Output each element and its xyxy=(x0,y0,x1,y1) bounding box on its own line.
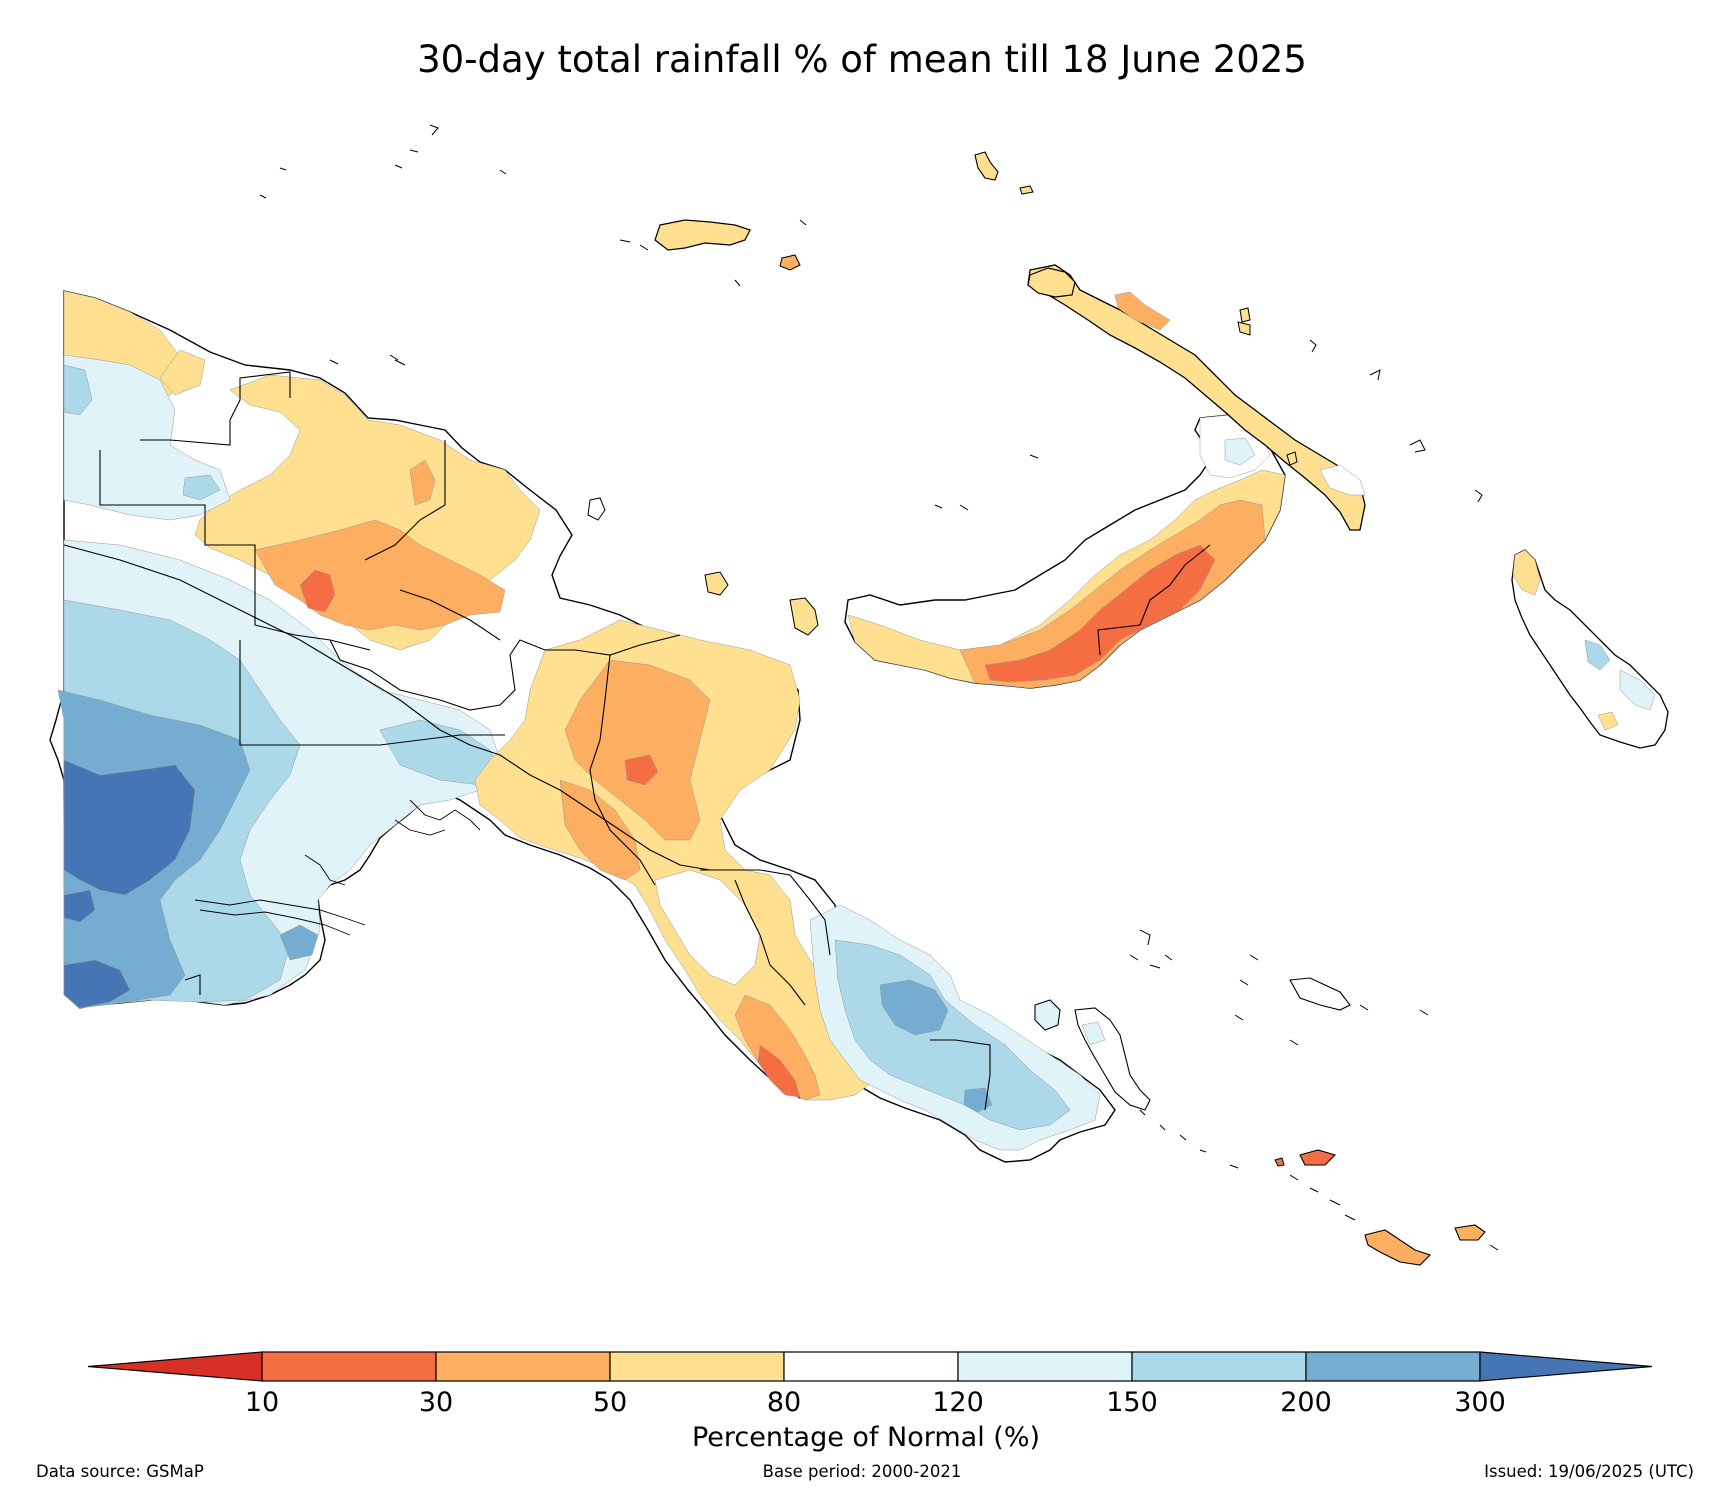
woodlark-west xyxy=(1299,1149,1337,1166)
region-30-50-central-south xyxy=(559,779,641,881)
region-30-50-north-spot xyxy=(409,459,436,506)
region-150-200-west-spot2 xyxy=(182,474,221,501)
colorbar-segment-150_200 xyxy=(1131,1351,1307,1382)
colorbar-segment-30_50 xyxy=(435,1351,611,1382)
colorbar-tick-label: 80 xyxy=(767,1387,801,1418)
sudest xyxy=(1364,1229,1432,1266)
dot-isle-7 xyxy=(329,354,406,366)
region-200-300-southeast xyxy=(879,979,949,1036)
region-300-southwest-south xyxy=(63,959,131,1009)
region-300-southwest xyxy=(63,759,196,896)
colorbar-extend-high xyxy=(1479,1351,1653,1382)
footer-issued: Issued: 19/06/2025 (UTC) xyxy=(1484,1462,1694,1481)
colorbar-tick-label: 120 xyxy=(932,1387,984,1418)
colorbar-segment-10_30 xyxy=(261,1351,437,1382)
colorbar-segment-200_300 xyxy=(1305,1351,1481,1382)
region-10-30-south xyxy=(757,1044,801,1098)
bougainville-50-80 xyxy=(1512,549,1541,596)
mussau-island xyxy=(974,151,999,181)
karkar xyxy=(587,497,606,521)
lihir xyxy=(1239,307,1251,323)
new-ireland xyxy=(1027,264,1366,531)
northern-islands xyxy=(259,124,1483,636)
calvados-2 xyxy=(1139,1109,1239,1169)
umboi xyxy=(789,597,819,636)
long-island xyxy=(704,571,729,596)
nb-120-150-tip xyxy=(1224,437,1256,466)
bougainville xyxy=(1511,549,1669,749)
region-300-spot xyxy=(63,889,96,923)
nissan xyxy=(1286,451,1298,466)
region-30-50-south xyxy=(734,994,821,1101)
amphlett xyxy=(1129,929,1173,969)
new-britain xyxy=(844,414,1286,689)
region-200-300-coast xyxy=(279,924,319,961)
colorbar-segments xyxy=(87,1351,1653,1382)
small-isles-east xyxy=(1234,954,1499,1251)
dot-isle-3 xyxy=(1474,489,1483,503)
region-50-80-coast xyxy=(159,349,206,396)
new-ireland-80-120 xyxy=(1319,464,1366,496)
footer-source: Data source: GSMaP xyxy=(36,1462,204,1481)
calvados-1 xyxy=(1289,1174,1356,1221)
goodenough xyxy=(1034,999,1061,1031)
nb-boundary xyxy=(1097,544,1211,656)
region-150-200-west-spot xyxy=(63,364,93,416)
misima xyxy=(1274,1157,1285,1167)
province-boundaries xyxy=(63,371,991,1111)
colorbar-tick-label: 30 xyxy=(419,1387,453,1418)
colorbar-segment-50_80 xyxy=(609,1351,785,1382)
rossel xyxy=(1454,1224,1486,1241)
colorbar-tick-label: 200 xyxy=(1280,1387,1332,1418)
bougainville-120-150 xyxy=(1619,669,1656,711)
colorbar-ticks: 10 30 50 80 120 150 200 300 xyxy=(245,1387,1506,1418)
region-10-30-north xyxy=(299,569,336,613)
colorbar-tick-label: 50 xyxy=(593,1387,627,1418)
manus-east xyxy=(779,254,801,271)
new-ireland-base xyxy=(1027,264,1366,531)
dot-isle-6 xyxy=(619,219,807,287)
nb-30-50 xyxy=(959,499,1266,689)
dot-isle-1 xyxy=(1309,339,1317,353)
colorbar-segment-80_120 xyxy=(783,1351,959,1382)
dot-isle-8 xyxy=(934,454,1039,511)
trobriand xyxy=(1289,977,1351,1011)
manus-island xyxy=(654,219,751,251)
colorbar-tick-label: 10 xyxy=(245,1387,279,1418)
region-30-50-central xyxy=(564,659,711,841)
new-ireland-30-50 xyxy=(1114,291,1171,331)
footer-base-period: Base period: 2000-2021 xyxy=(762,1462,962,1481)
bougainville-50-80-south xyxy=(1597,711,1619,731)
nb-10-30 xyxy=(984,544,1216,683)
new-hanover xyxy=(1027,267,1076,298)
dot-isle-4 xyxy=(1369,369,1381,381)
mainland xyxy=(49,290,1116,1163)
region-10-30-central xyxy=(624,754,659,786)
region-80-120-central-gap xyxy=(654,869,761,986)
emirau xyxy=(1019,185,1034,195)
milne-bay-islands xyxy=(1034,929,1499,1266)
dot-isle-5 xyxy=(259,124,507,199)
colorbar-tick-label: 150 xyxy=(1106,1387,1158,1418)
colorbar-extend-low xyxy=(87,1351,263,1382)
colorbar-label: Percentage of Normal (%) xyxy=(692,1422,1040,1453)
tabar xyxy=(1237,321,1251,336)
page-title: 30-day total rainfall % of mean till 18 … xyxy=(417,38,1307,81)
fergusson-120-150 xyxy=(1081,1021,1106,1046)
bougainville-150-200 xyxy=(1584,639,1611,671)
estuary-lines xyxy=(194,799,481,936)
dot-isle-2 xyxy=(1409,439,1426,453)
colorbar-tick-label: 300 xyxy=(1454,1387,1506,1418)
colorbar-segment-120_150 xyxy=(957,1351,1133,1382)
